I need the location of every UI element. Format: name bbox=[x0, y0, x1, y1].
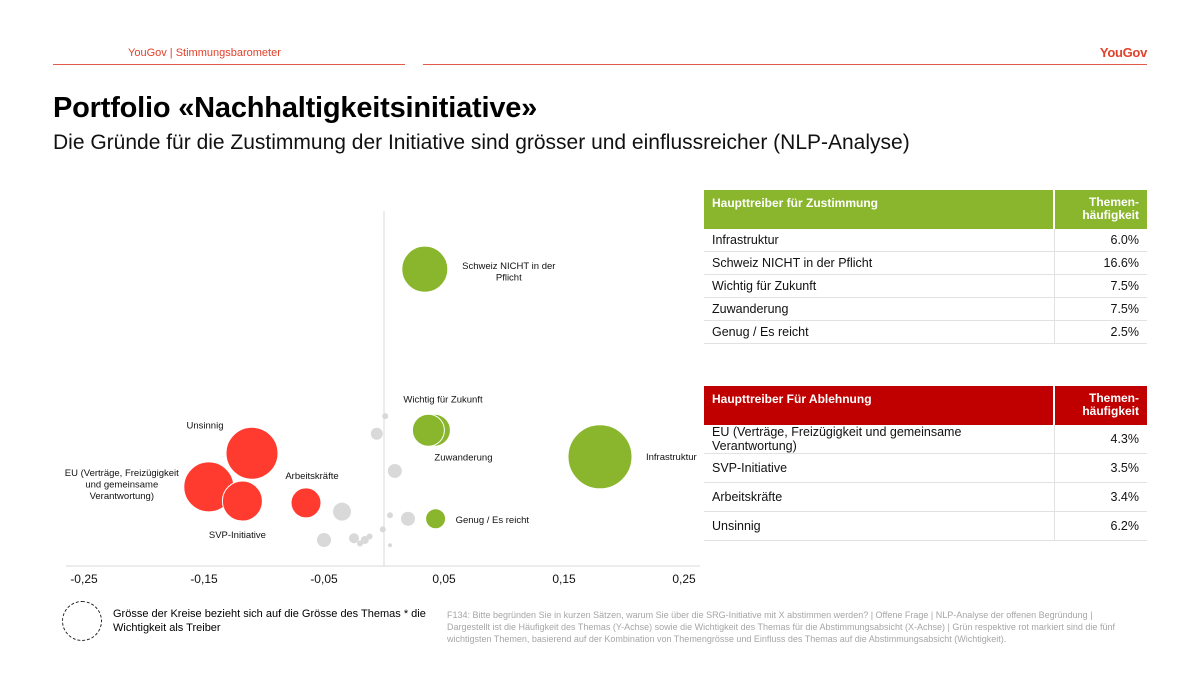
approval-row: Zuwanderung 7.5% bbox=[704, 297, 1147, 321]
bubble-point-other bbox=[387, 512, 393, 519]
approval-drivers-table: Haupttreiber für Zustimmung Themen-häufi… bbox=[704, 190, 1147, 344]
bubble-label: Unsinnig bbox=[187, 420, 224, 431]
bubble-point-other bbox=[317, 532, 331, 547]
x-tick-label: -0,15 bbox=[190, 572, 218, 586]
rejection-theme-cell: Arbeitskräfte bbox=[704, 482, 1054, 512]
x-axis-ticks: -0,25 -0,15 -0,05 0,05 0,15 0,25 bbox=[70, 572, 696, 586]
rejection-frequency-cell: 3.4% bbox=[1053, 482, 1147, 512]
bubble-point-approval bbox=[425, 508, 447, 530]
rejection-row: Unsinnig 6.2% bbox=[704, 511, 1147, 541]
approval-header-theme: Haupttreiber für Zustimmung bbox=[704, 190, 1054, 229]
approval-row: Infrastruktur 6.0% bbox=[704, 229, 1147, 252]
page-subtitle: Die Gründe für die Zustimmung der Initia… bbox=[53, 131, 910, 154]
x-tick-label: 0,15 bbox=[552, 572, 576, 586]
bubble-point-other bbox=[388, 543, 392, 548]
bubble-label: Arbeitskräfte bbox=[285, 471, 338, 482]
bubble-point-other bbox=[366, 533, 373, 540]
bubble-size-legend-icon bbox=[62, 601, 102, 641]
bubble-label: SVP-Initiative bbox=[209, 530, 266, 541]
approval-frequency-cell: 7.5% bbox=[1053, 297, 1147, 321]
bubble-point-other bbox=[349, 533, 359, 544]
approval-header-frequency: Themen-häufigkeit bbox=[1053, 190, 1147, 229]
approval-theme-cell: Infrastruktur bbox=[704, 229, 1054, 252]
header-report-label: YouGov | Stimmungsbarometer bbox=[128, 47, 281, 59]
bubble-point-other bbox=[387, 463, 402, 478]
bubble-size-legend-text: Grösse der Kreise bezieht sich auf die G… bbox=[113, 608, 426, 634]
approval-theme-cell: Zuwanderung bbox=[704, 297, 1054, 321]
approval-row: Wichtig für Zukunft 7.5% bbox=[704, 274, 1147, 298]
bubble-point-other bbox=[370, 427, 383, 440]
x-tick-label: -0,05 bbox=[310, 572, 338, 586]
x-tick-label: 0,05 bbox=[432, 572, 456, 586]
footnote: F134: Bitte begründen Sie in kurzen Sätz… bbox=[447, 610, 1115, 644]
rejection-frequency-cell: 3.5% bbox=[1053, 453, 1147, 483]
approval-theme-cell: Schweiz NICHT in der Pflicht bbox=[704, 251, 1054, 275]
rejection-drivers-table: Haupttreiber Für Ablehnung Themen-häufig… bbox=[704, 386, 1147, 541]
bubble-label: EU (Verträge, Freizügigkeit und gemeinsam… bbox=[65, 468, 179, 502]
page-title: Portfolio «Nachhaltigkeitsinitiative» bbox=[53, 92, 538, 124]
approval-theme-cell: Genug / Es reicht bbox=[704, 320, 1054, 344]
approval-frequency-cell: 7.5% bbox=[1053, 274, 1147, 298]
rejection-frequency-cell: 4.3% bbox=[1053, 425, 1147, 454]
bubble-point-other bbox=[382, 413, 389, 420]
header-divider-left bbox=[53, 64, 405, 65]
bubble-point-approval bbox=[401, 245, 449, 293]
x-tick-label: -0,25 bbox=[70, 572, 98, 586]
bubble-point-other bbox=[360, 535, 369, 544]
yougov-logo: YouGov bbox=[1099, 45, 1147, 60]
bubble-label: Schweiz NICHT in der Pflicht bbox=[462, 261, 555, 284]
header-divider-right bbox=[423, 64, 1147, 65]
rejection-theme-cell: SVP-Initiative bbox=[704, 453, 1054, 483]
bubble-label: Infrastruktur bbox=[646, 452, 697, 463]
bubble-point-approval bbox=[567, 424, 633, 490]
bubble-label: Wichtig für Zukunft bbox=[403, 394, 483, 405]
approval-frequency-cell: 6.0% bbox=[1053, 229, 1147, 252]
rejection-theme-cell: EU (Verträge, Freizügigkeit und gemeinsa… bbox=[704, 425, 1054, 454]
bubble-chart: -0,25 -0,15 -0,05 0,05 0,15 0,25 Schweiz NICH… bbox=[65, 211, 700, 586]
rejection-frequency-cell: 6.2% bbox=[1053, 511, 1147, 541]
bubble-point-approval bbox=[411, 413, 445, 447]
approval-row: Genug / Es reicht 2.5% bbox=[704, 320, 1147, 344]
rejection-row: EU (Verträge, Freizügigkeit und gemeinsa… bbox=[704, 425, 1147, 454]
rejection-header-theme: Haupttreiber Für Ablehnung bbox=[704, 386, 1054, 425]
bubble-label: Genug / Es reicht bbox=[456, 515, 530, 526]
approval-frequency-cell: 16.6% bbox=[1053, 251, 1147, 275]
bubble-point-other bbox=[333, 502, 351, 521]
rejection-header-frequency: Themen-häufigkeit bbox=[1053, 386, 1147, 425]
rejection-theme-cell: Unsinnig bbox=[704, 511, 1054, 541]
bubble-point-rejection bbox=[225, 426, 279, 480]
approval-theme-cell: Wichtig für Zukunft bbox=[704, 274, 1054, 298]
bubble-point-other bbox=[379, 526, 386, 533]
rejection-row: SVP-Initiative 3.5% bbox=[704, 453, 1147, 483]
bubble-label: Zuwanderung bbox=[434, 452, 492, 463]
bubble-point-rejection bbox=[221, 480, 263, 522]
x-tick-label: 0,25 bbox=[672, 572, 696, 586]
chart-points bbox=[66, 211, 700, 567]
rejection-row: Arbeitskräfte 3.4% bbox=[704, 482, 1147, 512]
approval-row: Schweiz NICHT in der Pflicht 16.6% bbox=[704, 251, 1147, 275]
chart-labels: Schweiz NICHT in der Pflicht Wichtig für Z… bbox=[65, 261, 697, 541]
bubble-point-other bbox=[401, 511, 415, 526]
bubble-point-rejection bbox=[290, 487, 322, 519]
approval-frequency-cell: 2.5% bbox=[1053, 320, 1147, 344]
